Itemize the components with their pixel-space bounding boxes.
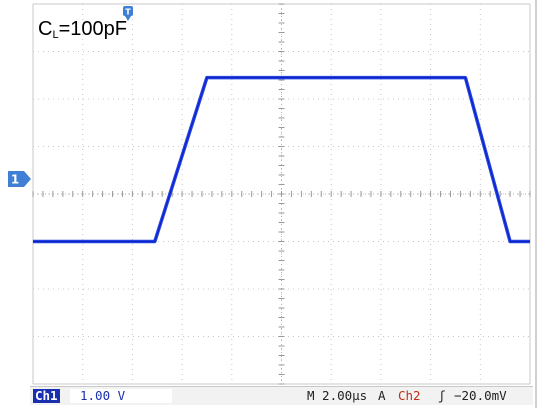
channel-marker-label: 1: [11, 173, 19, 187]
trigger-channel[interactable]: Ch2: [398, 388, 421, 403]
trace-layer: [32, 75, 531, 244]
acquisition-mode: A: [378, 388, 386, 403]
channel-1-marker-icon: 1: [8, 171, 31, 187]
capacitance-annotation: CL=100pF: [38, 18, 127, 41]
trigger-slope-icon: ʃ: [438, 388, 446, 403]
timebase-readout[interactable]: M 2.00µs: [307, 388, 368, 403]
channel-tag[interactable]: Ch1: [33, 388, 60, 403]
waveform-trace-core-1: [33, 77, 530, 243]
annotation-value: =100pF: [58, 18, 127, 40]
vertical-scale[interactable]: 1.00 V: [70, 389, 172, 403]
trigger-level[interactable]: −20.0mV: [454, 388, 507, 403]
center-axis-ticks: [32, 3, 531, 385]
svg-text:T: T: [125, 8, 131, 17]
annotation-main: C: [38, 18, 53, 40]
annotation-subscript: L: [52, 29, 59, 41]
status-bar: Ch1 1.00 V M 2.00µs A Ch2 ʃ −20.0mV: [30, 386, 533, 405]
trigger-position-icon: T: [123, 6, 133, 21]
